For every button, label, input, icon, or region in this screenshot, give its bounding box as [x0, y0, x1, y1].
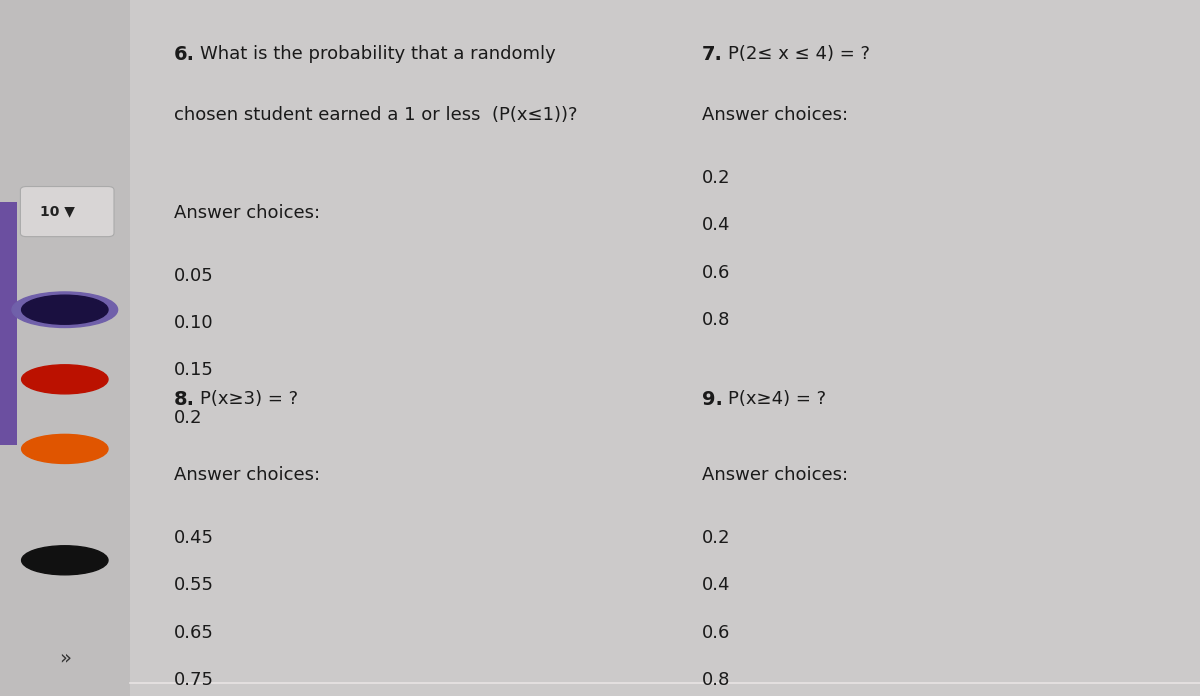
Text: 0.2: 0.2	[702, 529, 731, 547]
Text: Answer choices:: Answer choices:	[702, 106, 848, 125]
Text: Answer choices:: Answer choices:	[702, 466, 848, 484]
Text: 0.2: 0.2	[702, 169, 731, 187]
Ellipse shape	[32, 554, 44, 558]
Text: 0.6: 0.6	[702, 624, 731, 642]
Text: 9.: 9.	[702, 390, 722, 409]
Ellipse shape	[12, 292, 118, 328]
FancyBboxPatch shape	[0, 0, 130, 696]
Text: »: »	[59, 648, 71, 667]
Ellipse shape	[59, 550, 71, 554]
Text: 10 ▼: 10 ▼	[40, 205, 76, 219]
Text: 0.65: 0.65	[174, 624, 214, 642]
Text: 0.8: 0.8	[702, 671, 731, 689]
Text: 6.: 6.	[174, 45, 194, 64]
Text: 0.2: 0.2	[174, 409, 203, 427]
Ellipse shape	[43, 553, 86, 567]
Text: 7.: 7.	[702, 45, 722, 64]
Text: 0.05: 0.05	[174, 267, 214, 285]
Text: Answer choices:: Answer choices:	[174, 466, 320, 484]
Text: 0.45: 0.45	[174, 529, 214, 547]
Ellipse shape	[76, 551, 88, 555]
Text: 0.75: 0.75	[174, 671, 214, 689]
Text: P(x≥4) = ?: P(x≥4) = ?	[728, 390, 827, 408]
Ellipse shape	[22, 365, 108, 394]
Text: chosen student earned a 1 or less  (P(x≤1))?: chosen student earned a 1 or less (P(x≤1…	[174, 106, 577, 125]
Text: Answer choices:: Answer choices:	[174, 204, 320, 222]
Ellipse shape	[22, 434, 108, 464]
Text: 0.8: 0.8	[702, 311, 731, 329]
FancyBboxPatch shape	[0, 202, 17, 445]
Ellipse shape	[22, 295, 108, 324]
Text: 0.10: 0.10	[174, 314, 214, 332]
Ellipse shape	[42, 551, 54, 555]
FancyBboxPatch shape	[20, 187, 114, 237]
Text: 8.: 8.	[174, 390, 194, 409]
Text: 0.55: 0.55	[174, 576, 214, 594]
Ellipse shape	[22, 546, 108, 575]
Text: P(x≥3) = ?: P(x≥3) = ?	[200, 390, 299, 408]
Text: What is the probability that a randomly: What is the probability that a randomly	[200, 45, 556, 63]
Text: P(2≤ x ≤ 4) = ?: P(2≤ x ≤ 4) = ?	[728, 45, 870, 63]
Text: 0.4: 0.4	[702, 216, 731, 235]
Text: 0.4: 0.4	[702, 576, 731, 594]
Text: 0.6: 0.6	[702, 264, 731, 282]
Ellipse shape	[85, 554, 97, 558]
Text: 0.15: 0.15	[174, 361, 214, 379]
